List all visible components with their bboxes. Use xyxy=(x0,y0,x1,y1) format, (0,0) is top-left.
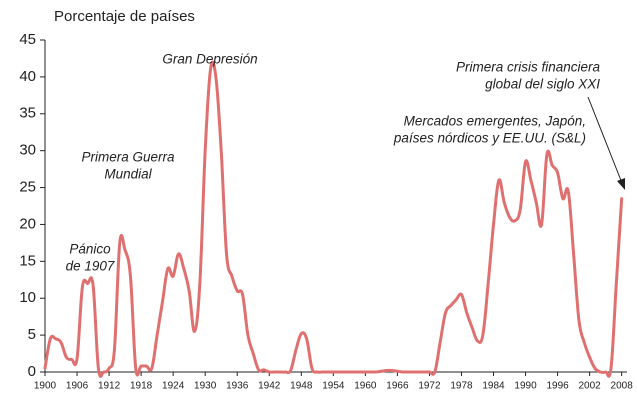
y-tick-label: 15 xyxy=(19,252,36,269)
y-tick-label: 45 xyxy=(19,31,36,48)
annotation: Gran Depresión xyxy=(162,52,257,67)
y-tick-label: 5 xyxy=(28,326,36,343)
x-tick-label: 1906 xyxy=(66,381,89,392)
annotation: Pánico xyxy=(69,242,111,257)
annotation: Mundial xyxy=(104,167,152,182)
x-tick-label: 1942 xyxy=(258,381,281,392)
y-tick-label: 30 xyxy=(19,142,36,159)
x-tick-label: 1930 xyxy=(194,381,217,392)
annotation-arrow xyxy=(587,96,623,184)
annotation: Primera crisis financiera xyxy=(456,60,601,75)
x-tick-label: 1984 xyxy=(482,381,505,392)
x-tick-label: 1918 xyxy=(130,381,153,392)
x-tick-label: 1972 xyxy=(418,381,441,392)
annotation: global del siglo XXI xyxy=(485,77,600,92)
x-tick-label: 1960 xyxy=(354,381,377,392)
y-tick-label: 10 xyxy=(19,289,36,306)
y-axis-label: Porcentaje de países xyxy=(54,8,195,25)
x-tick-label: 1996 xyxy=(546,381,569,392)
x-tick-label: 1948 xyxy=(290,381,313,392)
annotation: Primera Guerra xyxy=(81,150,175,165)
x-tick-label: 2008 xyxy=(611,381,634,392)
arrow-head xyxy=(617,178,625,190)
x-tick-label: 1936 xyxy=(226,381,249,392)
line xyxy=(43,60,624,378)
annotation: Mercados emergentes, Japón, xyxy=(404,114,586,129)
y-tick-label: 20 xyxy=(19,215,36,232)
x-tick-label: 1900 xyxy=(34,381,57,392)
x-tick-label: 1978 xyxy=(450,381,473,392)
x-tick-label: 2002 xyxy=(578,381,601,392)
x-tick-label: 1966 xyxy=(386,381,409,392)
y-tick-label: 40 xyxy=(19,68,36,85)
annotation: de 1907 xyxy=(66,259,115,274)
y-tick-label: 25 xyxy=(19,179,36,196)
x-tick-label: 1924 xyxy=(162,381,185,392)
x-tick-label: 1954 xyxy=(322,381,345,392)
x-tick-label: 1990 xyxy=(514,381,537,392)
annotation: países nórdicos y EE.UU. (S&L) xyxy=(393,131,586,146)
x-tick-label: 1912 xyxy=(98,381,121,392)
y-tick-label: 0 xyxy=(28,363,36,380)
y-tick-label: 35 xyxy=(19,105,36,122)
